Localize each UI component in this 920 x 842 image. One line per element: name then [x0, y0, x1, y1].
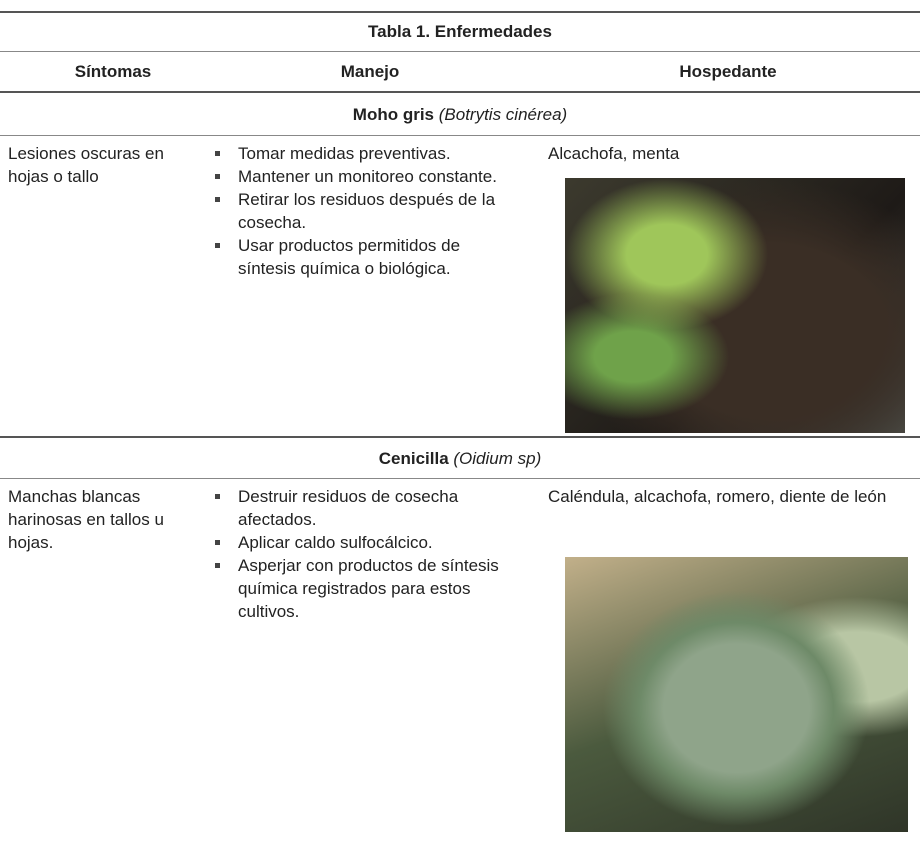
rule	[0, 478, 920, 479]
management-item: Destruir residuos de cosecha afectados.	[212, 485, 512, 531]
host: Caléndula, alcachofa, romero, diente de …	[548, 487, 887, 506]
disease-name: Moho gris	[352, 105, 434, 124]
rule	[0, 91, 920, 93]
disease-name: Cenicilla	[378, 449, 449, 468]
host: Alcachofa, menta	[548, 144, 680, 163]
column-header: Hospedante	[679, 62, 777, 81]
management-item: Aplicar caldo sulfocálcico.	[212, 531, 512, 554]
table-title: Tabla 1. Enfermedades	[368, 22, 552, 41]
rule	[0, 11, 920, 13]
section-heading: Moho gris (Botrytis cinérea)	[0, 105, 920, 125]
management-list: Destruir residuos de cosecha afectados. …	[212, 485, 512, 623]
management-item: Retirar los residuos después de la cosec…	[212, 188, 512, 234]
column-header: Síntomas	[74, 62, 152, 81]
management-item: Asperjar con productos de síntesis quími…	[212, 554, 512, 623]
scientific-name: (Oidium sp)	[453, 449, 542, 468]
symptoms: Manchas blancas harinosas en tallos u ho…	[8, 487, 164, 552]
management-item: Mantener un monitoreo constante.	[212, 165, 512, 188]
rule	[0, 51, 920, 52]
management-list: Tomar medidas preventivas. Mantener un m…	[212, 142, 512, 280]
section-heading: Cenicilla (Oidium sp)	[0, 449, 920, 469]
management-item: Tomar medidas preventivas.	[212, 142, 512, 165]
photo	[565, 178, 905, 433]
column-header: Manejo	[340, 62, 400, 81]
rule	[0, 135, 920, 136]
photo	[565, 557, 908, 832]
scientific-name: (Botrytis cinérea)	[438, 105, 568, 124]
rule	[0, 436, 920, 438]
symptoms: Lesiones oscuras en hojas o tallo	[8, 144, 164, 186]
management-item: Usar productos permitidos de síntesis qu…	[212, 234, 512, 280]
